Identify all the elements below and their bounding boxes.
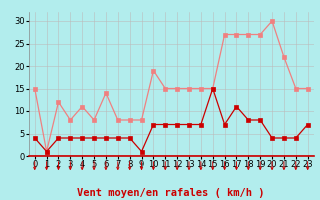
Text: Vent moyen/en rafales ( km/h ): Vent moyen/en rafales ( km/h ) [77,188,265,198]
